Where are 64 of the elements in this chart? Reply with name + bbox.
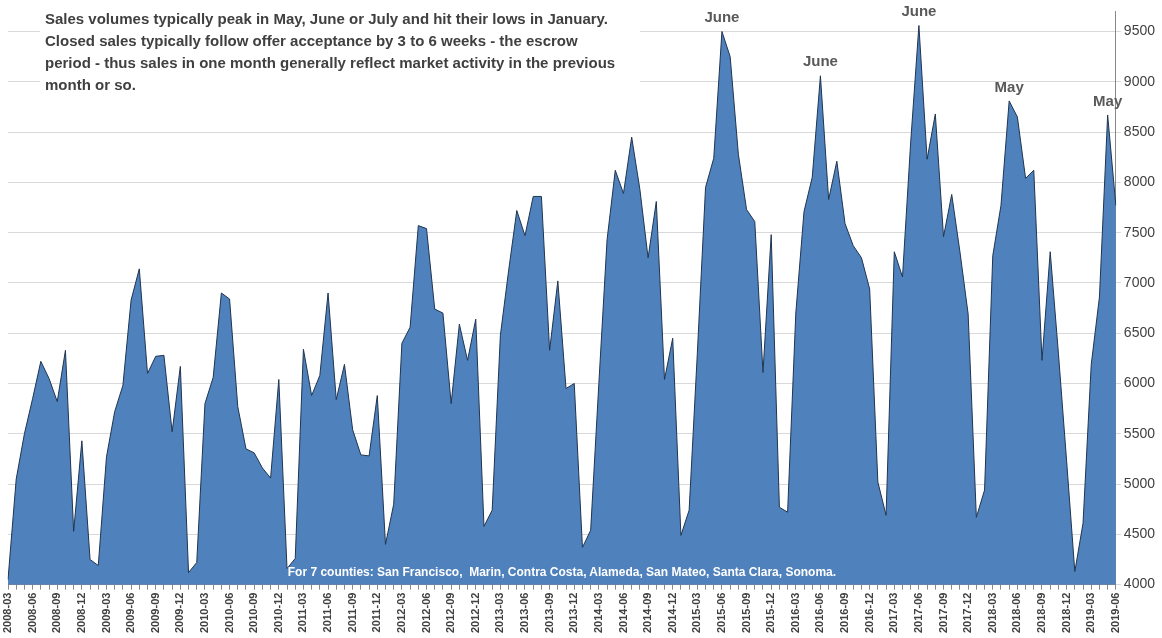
x-tick-label: 2011-12 [370, 592, 383, 633]
annotation: June [901, 2, 937, 20]
x-tick-label: 2009-03 [99, 592, 112, 634]
x-tick-label: 2013-03 [493, 592, 506, 634]
x-tick-label: 2010-06 [222, 592, 235, 634]
y-tick-label: 7000 [1123, 273, 1156, 290]
x-tick-label: 2009-09 [148, 592, 161, 634]
x-tick-label: 2013-09 [542, 592, 555, 634]
x-tick-label: 2018-12 [1059, 592, 1072, 634]
x-tick-label: 2010-12 [271, 592, 284, 634]
y-tick-label: 5000 [1123, 474, 1156, 491]
x-tick-label: 2017-03 [887, 592, 900, 634]
x-tick-label: 2013-06 [518, 592, 531, 634]
x-tick-label: 2014-03 [591, 592, 604, 634]
x-tick-label: 2008-09 [50, 592, 63, 634]
x-tick-label: 2013-12 [567, 592, 580, 634]
x-tick-label: 2014-06 [616, 592, 629, 634]
x-tick-label: 2018-06 [1010, 592, 1023, 634]
x-tick-label: 2015-06 [714, 592, 727, 634]
annotation: June [802, 52, 838, 70]
x-tick-label: 2011-09 [345, 592, 358, 633]
y-tick-label: 6500 [1123, 324, 1156, 341]
x-tick-label: 2008-03 [1, 592, 14, 634]
x-tick-label: 2011-06 [321, 592, 334, 633]
annotation: May [994, 77, 1025, 95]
y-tick-label: 8500 [1123, 122, 1156, 139]
x-tick-label: 2014-09 [641, 592, 654, 634]
x-tick-label: 2015-03 [690, 592, 703, 634]
y-tick-label: 8000 [1123, 173, 1156, 190]
x-tick-label: 2017-06 [911, 592, 924, 634]
x-tick-label: 2018-09 [1035, 592, 1048, 634]
x-tick-label: 2015-09 [739, 592, 752, 634]
x-tick-label: 2016-09 [838, 592, 851, 634]
y-tick-label: 4500 [1123, 525, 1156, 542]
y-tick-label: 9000 [1123, 72, 1156, 89]
x-tick-label: 2011-03 [296, 592, 309, 633]
x-tick-label: 2010-09 [247, 592, 260, 634]
x-tick-label: 2012-12 [468, 592, 481, 634]
x-tick-label: 2008-12 [74, 592, 87, 634]
x-tick-label: 2012-03 [394, 592, 407, 634]
y-tick-label: 7500 [1123, 223, 1156, 240]
x-tick-label: 2010-03 [197, 592, 210, 634]
x-tick-label: 2009-06 [124, 592, 137, 634]
annotation: June [704, 8, 740, 26]
x-tick-label: 2019-03 [1084, 592, 1097, 634]
x-tick-label: 2016-06 [813, 592, 826, 634]
x-tick-label: 2014-12 [665, 592, 678, 634]
x-tick-label: 2017-09 [936, 592, 949, 634]
x-tick-label: 2012-06 [419, 592, 432, 634]
y-tick-label: 6000 [1123, 374, 1156, 391]
x-tick-label: 2008-06 [25, 592, 38, 634]
x-tick-label: 2016-12 [862, 592, 875, 634]
x-tick-label: 2018-03 [985, 592, 998, 634]
x-tick-label: 2009-12 [173, 592, 186, 634]
y-tick-label: 9500 [1123, 22, 1156, 39]
y-tick-label: 4000 [1123, 575, 1156, 592]
x-tick-label: 2019-06 [1108, 592, 1121, 634]
y-tick-label: 5500 [1123, 424, 1156, 441]
x-tick-label: 2016-03 [788, 592, 801, 634]
x-tick-label: 2015-12 [764, 592, 777, 634]
annotation: For 7 counties: San Francisco, Marin, Contra Costa, Alameda, San Mateo, Santa Clara, Sonoma. [287, 564, 837, 579]
x-tick-label: 2012-09 [444, 592, 457, 634]
annotation: Sales volumes typically peak in May, June or July and hit their lows in January. Closed sales typically follow offer acceptance by 3 to 6 weeks - the escrow period - thus sales in one month generally reflect market activity in the previous month or so. [45, 9, 616, 93]
x-tick-label: 2017-12 [961, 592, 974, 634]
